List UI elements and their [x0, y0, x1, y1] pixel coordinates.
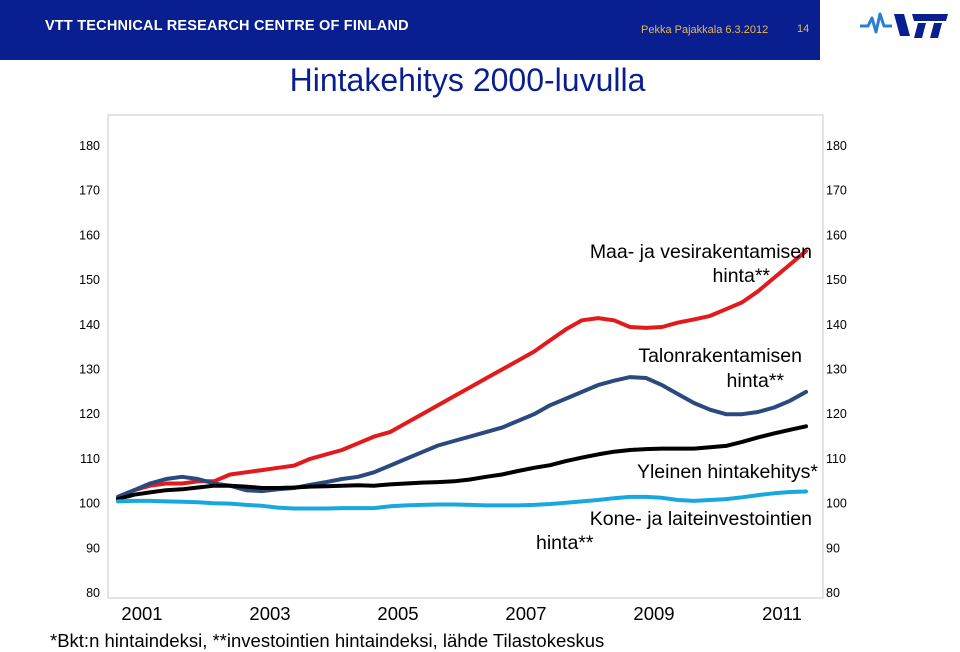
- y-tick-right: 170: [826, 184, 847, 198]
- y-tick-right: 80: [826, 586, 840, 600]
- page-number: 14: [797, 23, 810, 35]
- author-date: Pekka Pajakkala 6.3.2012: [641, 24, 769, 36]
- logo-stem-icon: [914, 23, 942, 38]
- y-tick-right: 100: [826, 497, 847, 511]
- x-tick: 2009: [633, 603, 674, 624]
- annotation-kone-line2: hinta**: [536, 532, 594, 554]
- x-tick: 2007: [505, 603, 546, 624]
- x-tick: 2011: [762, 603, 802, 624]
- logo-slash-icon: [894, 14, 910, 36]
- y-tick-left: 80: [86, 586, 100, 600]
- vtt-logo: [860, 12, 948, 38]
- y-tick-left: 150: [79, 273, 100, 287]
- plot-area: [107, 114, 824, 599]
- header-bar: VTT TECHNICAL RESEARCH CENTRE OF FINLAND…: [0, 0, 820, 60]
- annotation-yleinen: Yleinen hintakehitys*: [637, 461, 818, 483]
- footnote: *Bkt:n hintaindeksi, **investointien hin…: [50, 630, 605, 651]
- y-tick-right: 120: [826, 407, 847, 421]
- y-tick-right: 90: [826, 541, 840, 555]
- y-tick-left: 130: [79, 363, 100, 377]
- y-tick-right: 150: [826, 273, 847, 287]
- annotation-talon-line1: Talonrakentamisen: [638, 345, 802, 367]
- annotation-maa-line1: Maa- ja vesirakentamisen: [590, 241, 812, 263]
- slide-title: Hintakehitys 2000-luvulla: [289, 62, 646, 98]
- annotation-talon-line2: hinta**: [727, 370, 785, 392]
- x-tick: 2003: [249, 603, 290, 624]
- organization-name: VTT TECHNICAL RESEARCH CENTRE OF FINLAND: [45, 18, 409, 34]
- y-tick-right: 110: [826, 452, 846, 466]
- logo-bar-icon: [912, 14, 948, 21]
- annotation-kone-line1: Kone- ja laiteinvestointien: [590, 508, 812, 530]
- y-tick-left: 140: [79, 318, 100, 332]
- y-tick-right: 180: [826, 139, 847, 153]
- series-line-kone: [116, 489, 808, 511]
- series-line-yleinen: [116, 424, 808, 502]
- y-tick-left: 110: [80, 452, 100, 466]
- x-tick: 2001: [121, 603, 162, 624]
- y-tick-right: 160: [826, 228, 847, 242]
- y-tick-right: 140: [826, 318, 847, 332]
- y-tick-left: 160: [79, 228, 100, 242]
- annotation-maa-line2: hinta**: [713, 265, 771, 287]
- y-tick-left: 100: [79, 497, 100, 511]
- y-tick-left: 90: [86, 541, 100, 555]
- x-tick: 2005: [377, 603, 418, 624]
- y-tick-left: 180: [79, 139, 100, 153]
- y-tick-left: 120: [79, 407, 100, 421]
- y-tick-left: 170: [79, 184, 100, 198]
- series-line-maa: [116, 249, 808, 499]
- logo-wave-icon: [860, 12, 892, 34]
- y-tick-right: 130: [826, 363, 847, 377]
